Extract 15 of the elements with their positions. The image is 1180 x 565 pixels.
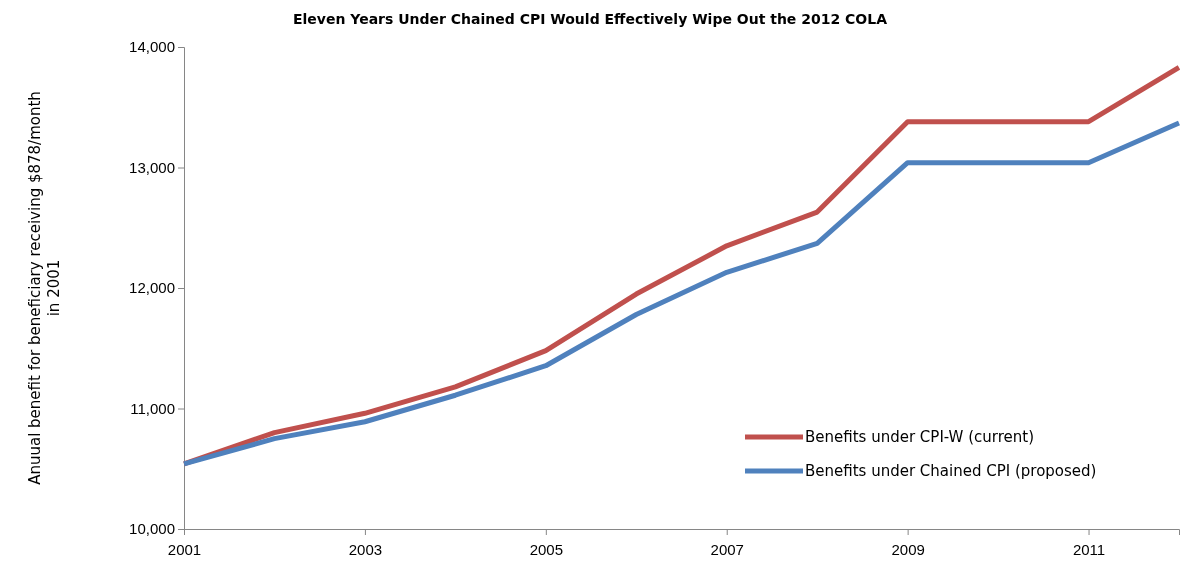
x-tick-label: 2005: [529, 540, 564, 558]
legend-label: Benefits under Chained CPI (proposed): [805, 462, 1097, 481]
x-tick-label: 2011: [1072, 540, 1106, 558]
y-tick-label: 10,000: [129, 520, 175, 538]
legend-label: Benefits under CPI-W (current): [805, 428, 1035, 447]
y-tick-label: 14,000: [129, 38, 175, 56]
y-axis-title: Anuual benefit for beneficiary receiving $878/month in 2001: [26, 91, 63, 485]
y-tick-label: 12,000: [129, 279, 175, 297]
y-tick-label: 13,000: [129, 158, 175, 176]
x-tick-label: 2007: [710, 540, 744, 558]
x-tick-label: 2009: [891, 540, 925, 558]
y-tick-label: 11,000: [130, 399, 175, 417]
x-tick-label: 2003: [348, 540, 383, 558]
chart-title: Eleven Years Under Chained CPI Would Effectively Wipe Out the 2012 COLA: [292, 11, 888, 27]
x-tick-label: 2001: [167, 540, 202, 558]
